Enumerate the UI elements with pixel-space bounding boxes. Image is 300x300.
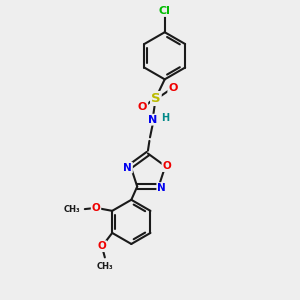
Text: O: O — [138, 102, 147, 112]
Text: S: S — [151, 92, 161, 105]
Text: N: N — [123, 163, 132, 172]
Text: O: O — [92, 203, 100, 213]
Text: N: N — [148, 115, 158, 125]
Text: O: O — [168, 83, 178, 93]
Text: Cl: Cl — [159, 6, 171, 16]
Text: H: H — [161, 113, 170, 123]
Text: O: O — [162, 161, 171, 171]
Text: CH₃: CH₃ — [97, 262, 113, 272]
Text: N: N — [157, 183, 166, 193]
Text: CH₃: CH₃ — [63, 205, 80, 214]
Text: O: O — [98, 241, 106, 251]
